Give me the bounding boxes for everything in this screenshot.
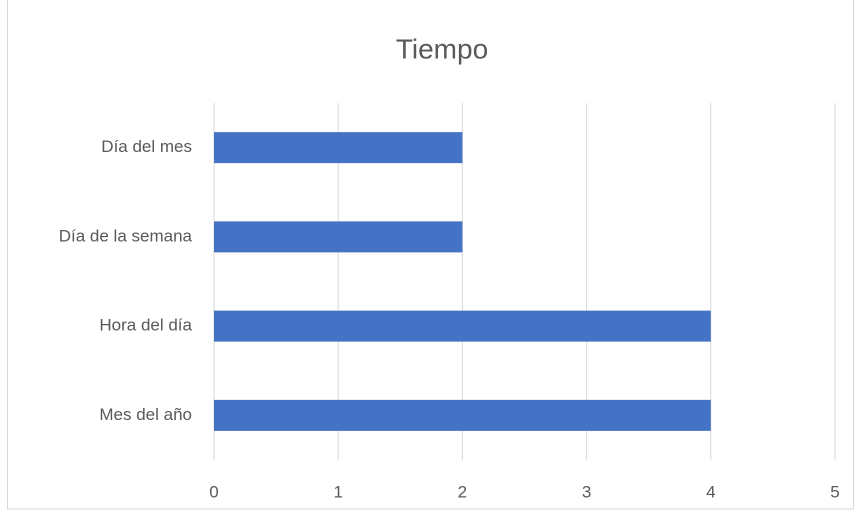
bar [214,132,463,164]
y-tick-label: Día de la semana [59,226,193,245]
x-tick-label: 0 [209,482,218,501]
x-tick-label: 1 [333,482,342,501]
chart-border [7,0,854,510]
y-tick-label: Mes del año [99,405,192,424]
chart-title: Tiempo [396,33,488,64]
y-tick-label: Hora del día [99,316,192,335]
bar [214,399,711,431]
bar [214,310,711,342]
x-tick-label: 3 [582,482,591,501]
x-tick-label: 4 [706,482,715,501]
x-tick-label: 5 [830,482,839,501]
x-tick-label: 2 [458,482,467,501]
y-tick-label: Día del mes [101,137,192,156]
bar [214,221,463,253]
